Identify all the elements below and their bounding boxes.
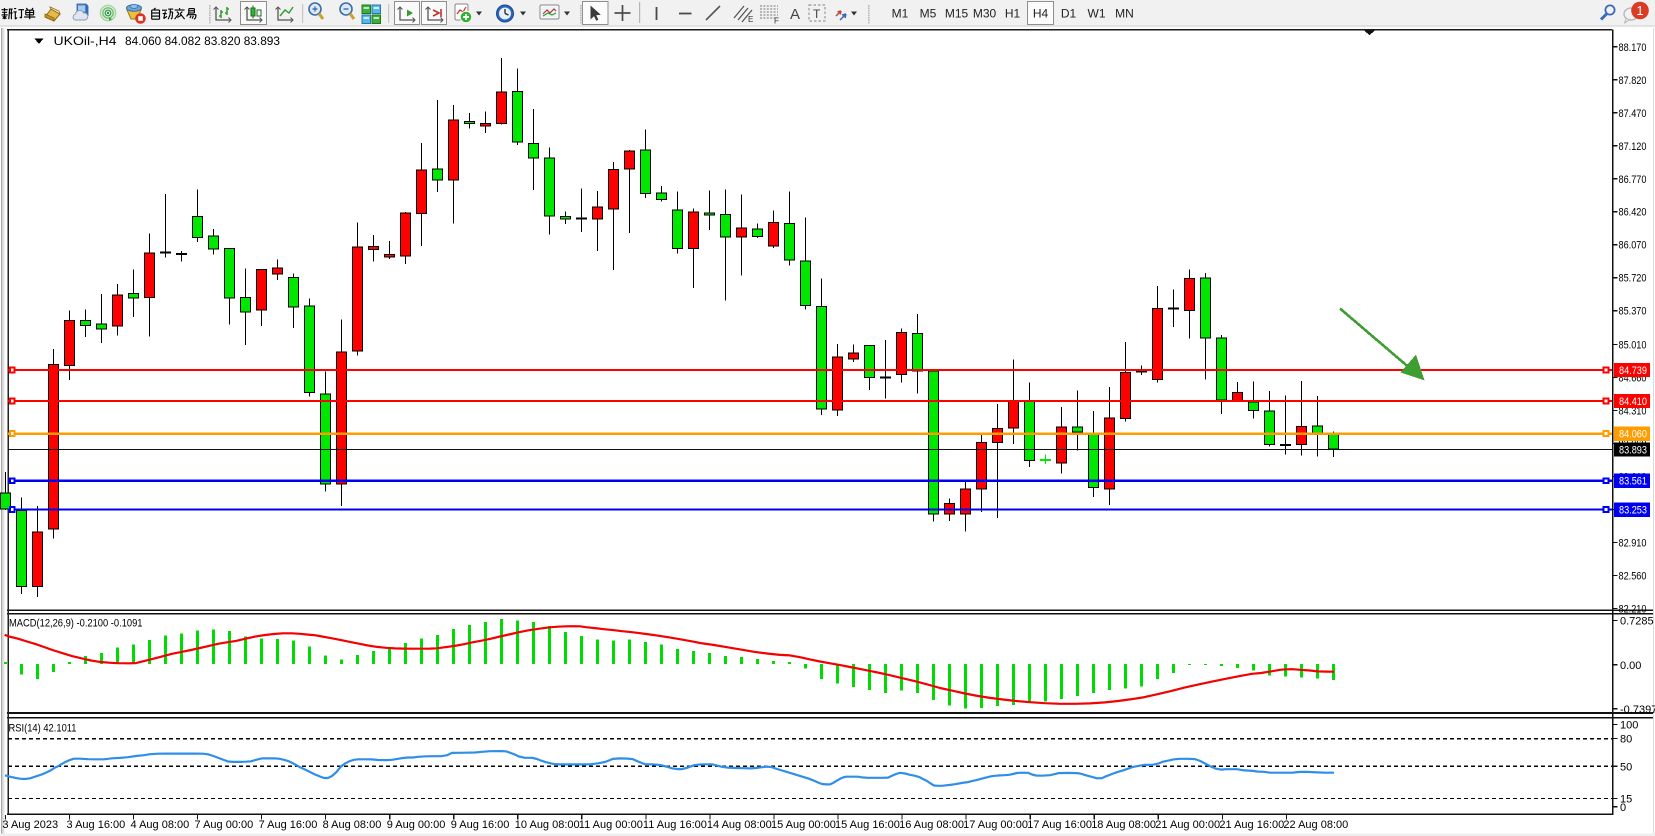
svg-text:100: 100 (1620, 720, 1638, 732)
svg-text:H4: H4 (1033, 7, 1049, 21)
svg-text:87.120: 87.120 (1619, 141, 1647, 153)
svg-text:86.420: 86.420 (1619, 207, 1647, 219)
svg-text:H1: H1 (1005, 7, 1021, 21)
svg-text:17 Aug 16:00: 17 Aug 16:00 (1027, 819, 1092, 831)
svg-text:1: 1 (1636, 3, 1643, 18)
svg-text:21 Aug 00:00: 21 Aug 00:00 (1155, 819, 1220, 831)
svg-text:85.370: 85.370 (1619, 306, 1647, 318)
svg-text:3 Aug 2023: 3 Aug 2023 (2, 819, 58, 831)
svg-text:21 Aug 16:00: 21 Aug 16:00 (1219, 819, 1284, 831)
svg-text:10 Aug 08:00: 10 Aug 08:00 (515, 819, 580, 831)
svg-text:0: 0 (1620, 802, 1626, 814)
svg-text:7 Aug 00:00: 7 Aug 00:00 (195, 819, 254, 831)
svg-text:86.070: 86.070 (1619, 240, 1647, 252)
svg-text:16 Aug 08:00: 16 Aug 08:00 (899, 819, 964, 831)
svg-text:14 Aug 08:00: 14 Aug 08:00 (707, 819, 772, 831)
svg-text:D1: D1 (1061, 7, 1077, 21)
svg-text:E: E (748, 15, 753, 24)
svg-text:84.410: 84.410 (1619, 396, 1647, 408)
svg-text:83.253: 83.253 (1619, 505, 1647, 517)
svg-text:F: F (774, 17, 779, 26)
svg-text:88.170: 88.170 (1619, 42, 1647, 54)
svg-text:84.310: 84.310 (1619, 406, 1647, 418)
svg-text:11 Aug 16:00: 11 Aug 16:00 (643, 819, 707, 831)
svg-text:17 Aug 00:00: 17 Aug 00:00 (963, 819, 1028, 831)
svg-text:M1: M1 (892, 7, 909, 21)
svg-text:0.00: 0.00 (1620, 660, 1641, 672)
svg-text:15 Aug 16:00: 15 Aug 16:00 (835, 819, 900, 831)
svg-text:9 Aug 16:00: 9 Aug 16:00 (451, 819, 510, 831)
svg-text:W1: W1 (1088, 7, 1106, 21)
svg-text:84.739: 84.739 (1619, 365, 1647, 377)
svg-text:85.010: 85.010 (1619, 340, 1647, 352)
svg-text:RSI(14) 42.1011: RSI(14) 42.1011 (9, 723, 77, 735)
svg-text:0.7285: 0.7285 (1620, 616, 1654, 628)
svg-text:8 Aug 08:00: 8 Aug 08:00 (323, 819, 382, 831)
svg-text:15 Aug 00:00: 15 Aug 00:00 (771, 819, 836, 831)
svg-text:M30: M30 (973, 7, 997, 21)
svg-text:M15: M15 (945, 7, 969, 21)
svg-text:82.910: 82.910 (1619, 538, 1647, 550)
svg-text:82.210: 82.210 (1619, 604, 1647, 616)
svg-text:80: 80 (1620, 734, 1632, 746)
svg-text:3 Aug 16:00: 3 Aug 16:00 (67, 819, 126, 831)
svg-text:-0.7397: -0.7397 (1620, 704, 1655, 716)
svg-text:18 Aug 08:00: 18 Aug 08:00 (1091, 819, 1156, 831)
svg-text:87.820: 87.820 (1619, 75, 1647, 87)
svg-text:85.720: 85.720 (1619, 273, 1647, 285)
svg-text:T: T (813, 7, 821, 21)
svg-text:MN: MN (1115, 7, 1134, 21)
svg-text:7 Aug 16:00: 7 Aug 16:00 (259, 819, 318, 831)
svg-text:15: 15 (1620, 794, 1632, 806)
svg-text:84.060: 84.060 (1619, 429, 1647, 441)
svg-text:22 Aug 08:00: 22 Aug 08:00 (1283, 819, 1348, 831)
svg-text:4 Aug 08:00: 4 Aug 08:00 (131, 819, 190, 831)
svg-text:86.770: 86.770 (1619, 174, 1647, 186)
svg-text:A: A (790, 6, 800, 23)
svg-text:82.560: 82.560 (1619, 571, 1647, 583)
svg-text:11 Aug 00:00: 11 Aug 00:00 (579, 819, 643, 831)
svg-text:83.893: 83.893 (1619, 445, 1647, 457)
svg-text:UKOil-,H4: UKOil-,H4 (54, 34, 117, 48)
svg-text:MACD(12,26,9) -0.2100 -0.1091: MACD(12,26,9) -0.2100 -0.1091 (9, 618, 143, 630)
svg-text:50: 50 (1620, 761, 1632, 773)
svg-text:84.060 84.082 83.820 83.893: 84.060 84.082 83.820 83.893 (125, 34, 280, 48)
svg-text:83.561: 83.561 (1619, 476, 1647, 488)
svg-text:9 Aug 00:00: 9 Aug 00:00 (387, 819, 446, 831)
svg-text:87.470: 87.470 (1619, 108, 1647, 120)
svg-text:M5: M5 (920, 7, 937, 21)
